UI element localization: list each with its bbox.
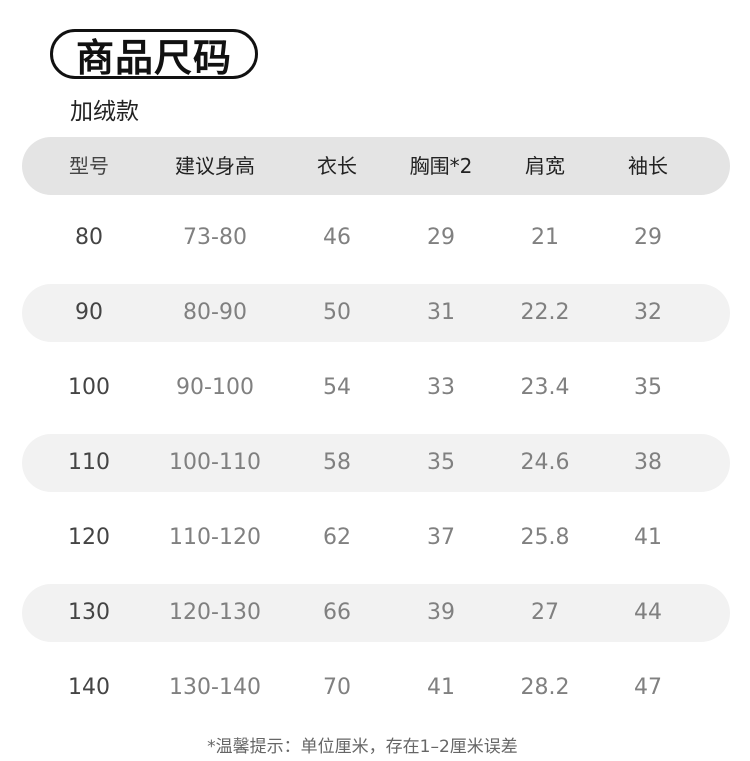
table-cell: 100	[68, 375, 110, 400]
column-header: 袖长	[628, 154, 668, 178]
table-cell: 120-130	[169, 600, 261, 625]
table-cell: 100-110	[169, 450, 261, 475]
table-cell: 21	[531, 225, 559, 250]
table-cell: 140	[68, 675, 110, 700]
table-cell: 25.8	[520, 525, 570, 550]
table-cell: 70	[323, 675, 351, 700]
header-row: 型号 建议身高 衣长 胸围*2 肩宽 袖长	[22, 137, 730, 195]
table-cell: 39	[427, 600, 455, 625]
table-row: 130 120-130 66 39 27 44	[22, 584, 730, 642]
table-cell: 110	[68, 450, 110, 475]
table-cell: 37	[427, 525, 455, 550]
table-cell: 29	[634, 225, 662, 250]
table-cell: 46	[323, 225, 351, 250]
table-cell: 62	[323, 525, 351, 550]
table-cell: 35	[634, 375, 662, 400]
table-cell: 54	[323, 375, 351, 400]
column-header: 建议身高	[175, 154, 255, 178]
table-cell: 66	[323, 600, 351, 625]
table-cell: 22.2	[520, 300, 570, 325]
table-cell: 24.6	[520, 450, 570, 475]
table-cell: 47	[634, 675, 662, 700]
table-cell: 31	[427, 300, 455, 325]
table-cell: 29	[427, 225, 455, 250]
table-cell: 35	[427, 450, 455, 475]
table-row: 80 73-80 46 29 21 29	[22, 209, 730, 267]
table-row: 90 80-90 50 31 22.2 32	[22, 284, 730, 342]
table-cell: 44	[634, 600, 662, 625]
table-cell: 73-80	[183, 225, 247, 250]
table-cell: 80-90	[183, 300, 247, 325]
table-cell: 58	[323, 450, 351, 475]
table-row: 110 100-110 58 35 24.6 38	[22, 434, 730, 492]
column-header: 胸围*2	[409, 154, 473, 178]
table-cell: 41	[427, 675, 455, 700]
page-title: 商品尺码	[50, 29, 258, 80]
table-cell: 33	[427, 375, 455, 400]
table-cell: 120	[68, 525, 110, 550]
table-cell: 110-120	[169, 525, 261, 550]
table-cell: 27	[531, 600, 559, 625]
table-row: 120 110-120 62 37 25.8 41	[22, 509, 730, 567]
column-header: 衣长	[317, 154, 357, 178]
table-cell: 41	[634, 525, 662, 550]
table-cell: 90-100	[176, 375, 254, 400]
table-cell: 28.2	[520, 675, 570, 700]
subtitle: 加绒款	[70, 99, 139, 125]
column-header: 型号	[69, 154, 109, 178]
table-cell: 23.4	[520, 375, 570, 400]
table-row: 100 90-100 54 33 23.4 35	[22, 359, 730, 417]
note: *温馨提示：单位厘米，存在1–2厘米误差	[207, 737, 518, 757]
table-row: 140 130-140 70 41 28.2 47	[22, 659, 730, 717]
table-cell: 130-140	[169, 675, 261, 700]
table-cell: 80	[75, 225, 103, 250]
table-cell: 130	[68, 600, 110, 625]
table-cell: 50	[323, 300, 351, 325]
table-cell: 90	[75, 300, 103, 325]
table-cell: 38	[634, 450, 662, 475]
column-header: 肩宽	[525, 154, 565, 178]
table-cell: 32	[634, 300, 662, 325]
